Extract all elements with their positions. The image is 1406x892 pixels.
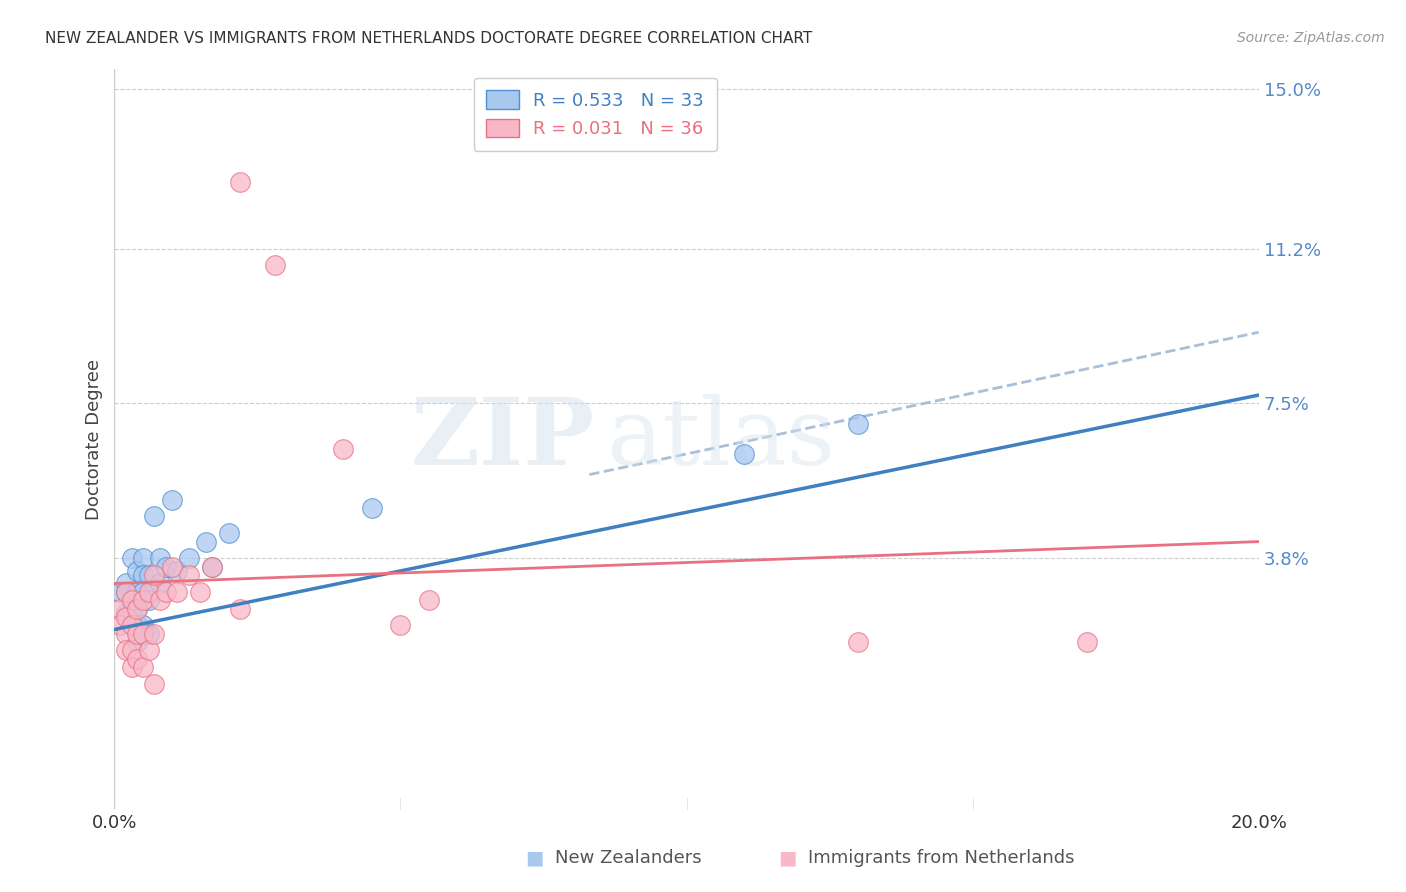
Point bbox=[201, 559, 224, 574]
Point bbox=[121, 606, 143, 620]
Point bbox=[127, 635, 149, 649]
Point bbox=[115, 576, 138, 591]
Point bbox=[155, 559, 177, 574]
Point bbox=[115, 610, 138, 624]
Text: NEW ZEALANDER VS IMMIGRANTS FROM NETHERLANDS DOCTORATE DEGREE CORRELATION CHART: NEW ZEALANDER VS IMMIGRANTS FROM NETHERL… bbox=[45, 31, 813, 46]
Point bbox=[115, 626, 138, 640]
Point bbox=[138, 626, 160, 640]
Point bbox=[138, 584, 160, 599]
Point bbox=[121, 660, 143, 674]
Point bbox=[115, 643, 138, 657]
Text: New Zealanders: New Zealanders bbox=[555, 849, 702, 867]
Point bbox=[121, 593, 143, 607]
Point bbox=[115, 584, 138, 599]
Point bbox=[132, 584, 155, 599]
Point bbox=[1076, 635, 1098, 649]
Point bbox=[138, 643, 160, 657]
Point bbox=[121, 618, 143, 632]
Point bbox=[127, 618, 149, 632]
Point bbox=[160, 492, 183, 507]
Point bbox=[127, 601, 149, 615]
Point bbox=[127, 626, 149, 640]
Point bbox=[332, 442, 354, 457]
Point bbox=[155, 584, 177, 599]
Point bbox=[733, 447, 755, 461]
Point bbox=[418, 593, 440, 607]
Point bbox=[132, 660, 155, 674]
Legend: R = 0.533   N = 33, R = 0.031   N = 36: R = 0.533 N = 33, R = 0.031 N = 36 bbox=[474, 78, 717, 151]
Point bbox=[229, 175, 252, 189]
Point bbox=[132, 551, 155, 566]
Point bbox=[132, 618, 155, 632]
Point bbox=[121, 593, 143, 607]
Point bbox=[121, 551, 143, 566]
Point bbox=[229, 601, 252, 615]
Point bbox=[149, 551, 172, 566]
Point bbox=[121, 618, 143, 632]
Point bbox=[194, 534, 217, 549]
Point bbox=[127, 564, 149, 578]
Point bbox=[177, 551, 200, 566]
Point bbox=[138, 568, 160, 582]
Point bbox=[218, 526, 240, 541]
Point bbox=[188, 584, 211, 599]
Point bbox=[149, 593, 172, 607]
Point bbox=[108, 601, 131, 615]
Point bbox=[127, 584, 149, 599]
Point bbox=[143, 509, 166, 524]
Point bbox=[846, 417, 869, 432]
Point bbox=[263, 258, 285, 272]
Point bbox=[143, 677, 166, 691]
Point bbox=[166, 584, 188, 599]
Point bbox=[166, 564, 188, 578]
Text: Source: ZipAtlas.com: Source: ZipAtlas.com bbox=[1237, 31, 1385, 45]
Point bbox=[149, 576, 172, 591]
Text: ZIP: ZIP bbox=[411, 394, 595, 484]
Text: ■: ■ bbox=[524, 848, 544, 867]
Point bbox=[846, 635, 869, 649]
Point bbox=[177, 568, 200, 582]
Point bbox=[160, 559, 183, 574]
Point bbox=[389, 618, 412, 632]
Point bbox=[201, 559, 224, 574]
Point bbox=[143, 568, 166, 582]
Point bbox=[115, 606, 138, 620]
Point bbox=[138, 593, 160, 607]
Text: ■: ■ bbox=[778, 848, 797, 867]
Point bbox=[132, 568, 155, 582]
Text: Immigrants from Netherlands: Immigrants from Netherlands bbox=[808, 849, 1076, 867]
Point bbox=[115, 584, 138, 599]
Point bbox=[360, 501, 382, 516]
Point bbox=[132, 593, 155, 607]
Point bbox=[108, 584, 131, 599]
Y-axis label: Doctorate Degree: Doctorate Degree bbox=[86, 359, 103, 519]
Point bbox=[121, 643, 143, 657]
Point bbox=[127, 601, 149, 615]
Point bbox=[143, 626, 166, 640]
Point bbox=[132, 626, 155, 640]
Point bbox=[108, 618, 131, 632]
Point bbox=[127, 652, 149, 666]
Text: atlas: atlas bbox=[606, 394, 835, 484]
